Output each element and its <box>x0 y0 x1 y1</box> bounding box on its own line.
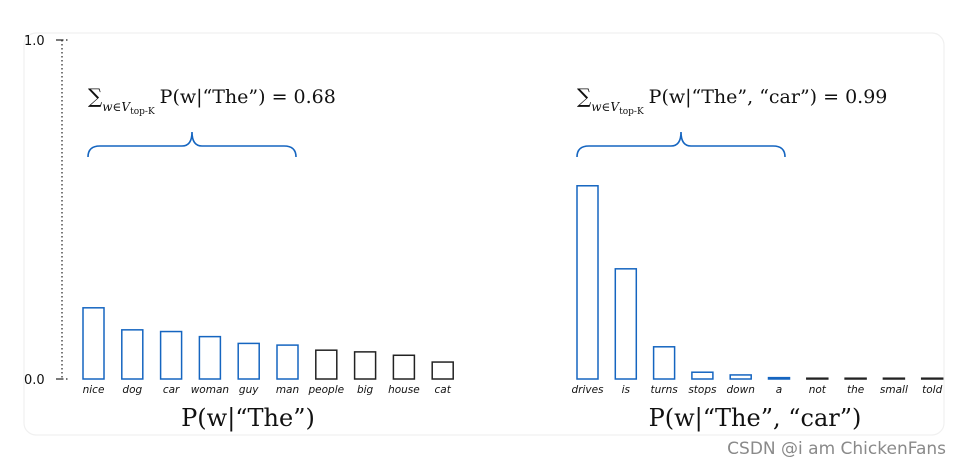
x-tick-label-is: is <box>622 384 631 396</box>
x-tick-label-turns: turns <box>650 384 678 396</box>
panel-2: drives is turns stops down a not the small told ∑w… <box>571 84 944 433</box>
x-tick-label-small: small <box>880 384 908 396</box>
x-tick-label-told: told <box>922 384 942 396</box>
x-tick-label-house: house <box>388 384 420 396</box>
x-tick-label-stops: stops <box>688 384 717 396</box>
bar-is <box>614 268 638 380</box>
bar-people <box>315 349 338 380</box>
bar-the <box>844 377 867 380</box>
bar-big <box>353 351 377 380</box>
sum-annotation: ∑w∈Vtop-KP(w|“The”) = 0.68 <box>88 84 336 117</box>
panel-caption: P(w|“The”, “car”) <box>649 404 862 433</box>
bar-down <box>729 374 752 380</box>
chart-frame <box>23 32 945 436</box>
bar-cat <box>431 361 454 380</box>
bar-stops <box>691 371 714 380</box>
x-tick-label-man: man <box>276 384 299 396</box>
watermark: CSDN @i am ChickenFans <box>727 439 946 459</box>
x-tick-label-a: a <box>776 384 782 396</box>
bar-nice <box>82 307 105 380</box>
x-tick-label-people: people <box>308 384 345 396</box>
sum-annotation: ∑w∈Vtop-KP(w|“The”, “car”) = 0.99 <box>577 84 887 117</box>
bar-turns <box>652 346 676 380</box>
bar-small <box>882 377 906 380</box>
bar-drives <box>576 185 599 380</box>
bar-dog <box>121 329 144 380</box>
bar-man <box>276 344 299 380</box>
x-tick-label-guy: guy <box>239 384 259 396</box>
x-tick-label-car: car <box>163 384 180 396</box>
x-tick-label-the: the <box>847 384 864 396</box>
x-tick-label-dog: dog <box>122 384 142 396</box>
x-tick-label-down: down <box>727 384 755 396</box>
x-tick-label-cat: cat <box>435 384 452 396</box>
top-k-brace <box>87 131 297 158</box>
x-tick-label-nice: nice <box>83 384 105 396</box>
bar-a <box>767 376 791 380</box>
bar-told <box>920 377 944 380</box>
chart-panels: nice dog car woman guy man people big house cat ∑w… <box>82 84 944 433</box>
bar-not <box>806 377 829 380</box>
x-tick-label-not: not <box>809 384 827 396</box>
bar-woman <box>198 335 222 380</box>
y-tick-label-min: 0.0 <box>24 373 45 388</box>
bar-house <box>392 354 416 380</box>
top-k-brace <box>576 131 786 158</box>
bar-car <box>159 330 183 380</box>
panel-1: nice dog car woman guy man people big house cat ∑w… <box>82 84 454 433</box>
y-tick-label-max: 1.0 <box>24 34 45 49</box>
x-tick-label-woman: woman <box>191 384 229 396</box>
x-tick-label-drives: drives <box>571 384 604 396</box>
x-tick-label-big: big <box>357 384 374 396</box>
panel-caption: P(w|“The”) <box>181 404 315 433</box>
bar-guy <box>237 342 260 380</box>
